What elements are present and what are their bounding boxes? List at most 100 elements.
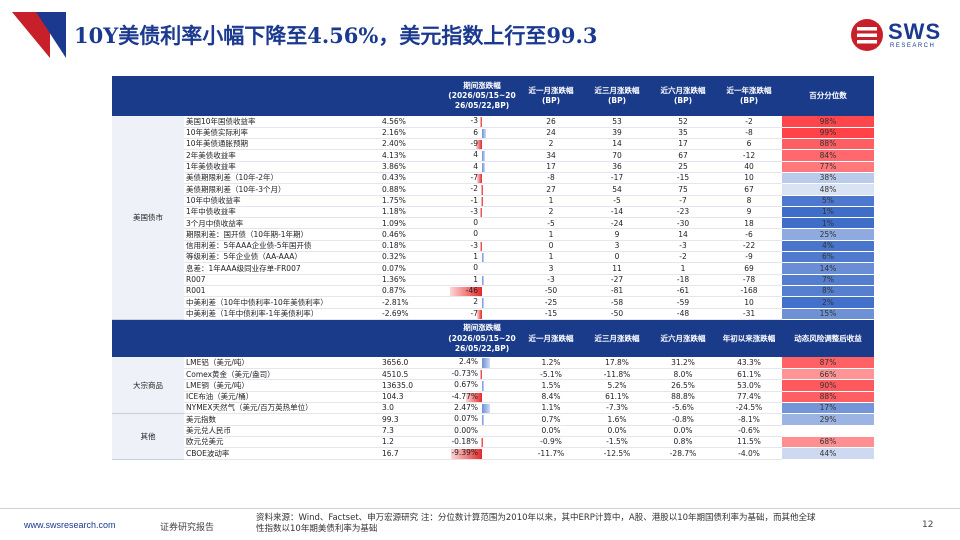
row-value: 3.0: [380, 402, 446, 415]
header-blank-name: [184, 319, 380, 358]
header-blank-group: [112, 319, 184, 358]
row-value: 3.86%: [380, 161, 446, 173]
change-m3: 11: [584, 262, 650, 275]
percentile-cell: 2%: [782, 296, 874, 309]
positive-change-bar: [482, 415, 484, 425]
table-header-row: 期间涨跌幅 (2026/05/15~20 26/05/22,BP) 近一月涨跌幅 (BP…: [112, 76, 874, 116]
period-change-value: -4.77%: [451, 391, 478, 401]
table-row: 中美利差（1年中债利率-1年美债利率） -2.69% -7 -15 -50 -48 -31 1…: [112, 308, 874, 320]
change-m6: -0.8%: [650, 413, 716, 426]
change-m6: 52: [650, 116, 716, 128]
row-name: 等级利差：5年企业债（AA-AAA）: [184, 251, 380, 264]
change-m3: 70: [584, 149, 650, 162]
period-change-value: 4: [473, 161, 478, 171]
change-m6: -5.6%: [650, 402, 716, 415]
change-m1: 17: [518, 161, 584, 173]
negative-change-bar: [477, 309, 482, 319]
page-number: 12: [922, 520, 934, 530]
row-name: 美国10年国债收益率: [184, 116, 380, 128]
change-y1: -0.6%: [716, 425, 782, 437]
row-value: 16.7: [380, 447, 446, 460]
percentile-cell: 1%: [782, 217, 874, 230]
change-m6: -15: [650, 172, 716, 185]
table-header-row: 期间涨跌幅 (2026/05/15~20 26/05/22,BP) 近一月涨跌幅 近三月…: [112, 319, 874, 358]
change-y1: -31: [716, 308, 782, 320]
table-row: NYMEX天然气（美元/百万英热单位） 3.0 2.47% 1.1% -7.3% -5.6…: [112, 402, 874, 415]
row-value: 0.88%: [380, 183, 446, 196]
row-value: 0.43%: [380, 172, 446, 185]
percentile-cell: 68%: [782, 436, 874, 449]
change-y1: -168: [716, 285, 782, 298]
percentile-cell: 8%: [782, 285, 874, 298]
period-change-value: -3: [470, 206, 478, 216]
change-m1: -15: [518, 308, 584, 320]
change-m6: 26.5%: [650, 379, 716, 392]
percentile-cell: 5%: [782, 195, 874, 207]
period-change-value: -0.18%: [451, 436, 478, 446]
period-change-value: 0: [473, 229, 478, 239]
change-m6: 88.8%: [650, 391, 716, 404]
change-m3: -17: [584, 172, 650, 185]
change-m6: -23: [650, 206, 716, 219]
change-m6: 35: [650, 127, 716, 140]
change-m3: 5.2%: [584, 379, 650, 392]
change-m3: -1.5%: [584, 436, 650, 449]
change-m3: 36: [584, 161, 650, 173]
row-name: LME铜（美元/吨）: [184, 379, 380, 392]
row-value: 4.56%: [380, 116, 446, 128]
period-change-cell: 4: [446, 161, 518, 173]
change-y1: -8: [716, 127, 782, 140]
table-row: ICE布油（美元/桶） 104.3 -4.77% 8.4% 61.1% 88.8% 77.4…: [112, 391, 874, 404]
period-change-cell: 0.07%: [446, 413, 518, 426]
row-name: 信用利差：5年AAA企业债-5年国开债: [184, 240, 380, 253]
row-name: 3个月中债收益率: [184, 217, 380, 230]
change-y1: 11.5%: [716, 436, 782, 449]
change-m6: -3: [650, 240, 716, 253]
change-m3: 54: [584, 183, 650, 196]
positive-change-bar: [482, 275, 484, 285]
change-m3: 3: [584, 240, 650, 253]
percentile-cell: 17%: [782, 402, 874, 415]
table-row: LME铜（美元/吨） 13635.0 0.67% 1.5% 5.2% 26.5% 53.0%…: [112, 379, 874, 392]
row-value: 99.3: [380, 413, 446, 426]
percentile-cell: 87%: [782, 357, 874, 370]
sws-logo-icon: [851, 19, 883, 51]
column-header: 年初以来涨跌幅: [716, 319, 782, 358]
change-m6: -30: [650, 217, 716, 230]
table-row: 信用利差：5年AAA企业债-5年国开债 0.18% -3 0 3 -3 -22 4%: [112, 240, 874, 253]
column-header: 近三月涨跌幅 (BP): [584, 76, 650, 116]
logo-text: SWS: [888, 19, 942, 44]
change-y1: 6: [716, 138, 782, 151]
change-m6: -2: [650, 251, 716, 264]
table-row: 10年美债实际利率 2.16% 6 24 39 35 -8 99%: [112, 127, 874, 140]
percentile-cell: 88%: [782, 138, 874, 151]
header-blank-name: [184, 76, 380, 116]
period-change-cell: -7: [446, 308, 518, 320]
row-name: 中美利差（10年中债利率-10年美债利率）: [184, 296, 380, 309]
footer: www.swsresearch.com 证券研究报告 资料来源：Wind、Fac…: [0, 508, 960, 540]
change-y1: -4.0%: [716, 447, 782, 460]
negative-change-bar: [479, 117, 482, 127]
table-row: 美债期限利差（10年-2年） 0.43% -7 -8 -17 -15 10 38%: [112, 172, 874, 185]
change-m1: 1.5%: [518, 379, 584, 392]
change-y1: -22: [716, 240, 782, 253]
change-y1: 8: [716, 195, 782, 207]
change-m1: -0.9%: [518, 436, 584, 449]
table-row: 1年中债收益率 1.18% -3 2 -14 -23 9 1%: [112, 206, 874, 219]
negative-change-bar: [479, 370, 482, 379]
change-m6: 25: [650, 161, 716, 173]
percentile-cell: 4%: [782, 240, 874, 253]
column-header: 期间涨跌幅 (2026/05/15~20 26/05/22,BP): [446, 76, 518, 116]
change-m3: 0: [584, 251, 650, 264]
footer-website-link[interactable]: www.swsresearch.com: [24, 520, 116, 530]
row-name: CBOE波动率: [184, 447, 380, 460]
row-value: -2.69%: [380, 308, 446, 320]
change-y1: 77.4%: [716, 391, 782, 404]
period-change-cell: -2: [446, 183, 518, 196]
percentile-cell: 84%: [782, 149, 874, 162]
row-name: 1年美债收益率: [184, 161, 380, 173]
change-y1: -8.1%: [716, 413, 782, 426]
table-row: 美元兑人民币 7.3 0.00% 0.0% 0.0% 0.0% -0.6%: [112, 425, 874, 437]
row-name: Comex黄金（美元/盎司）: [184, 368, 380, 381]
positive-change-bar: [482, 253, 484, 262]
